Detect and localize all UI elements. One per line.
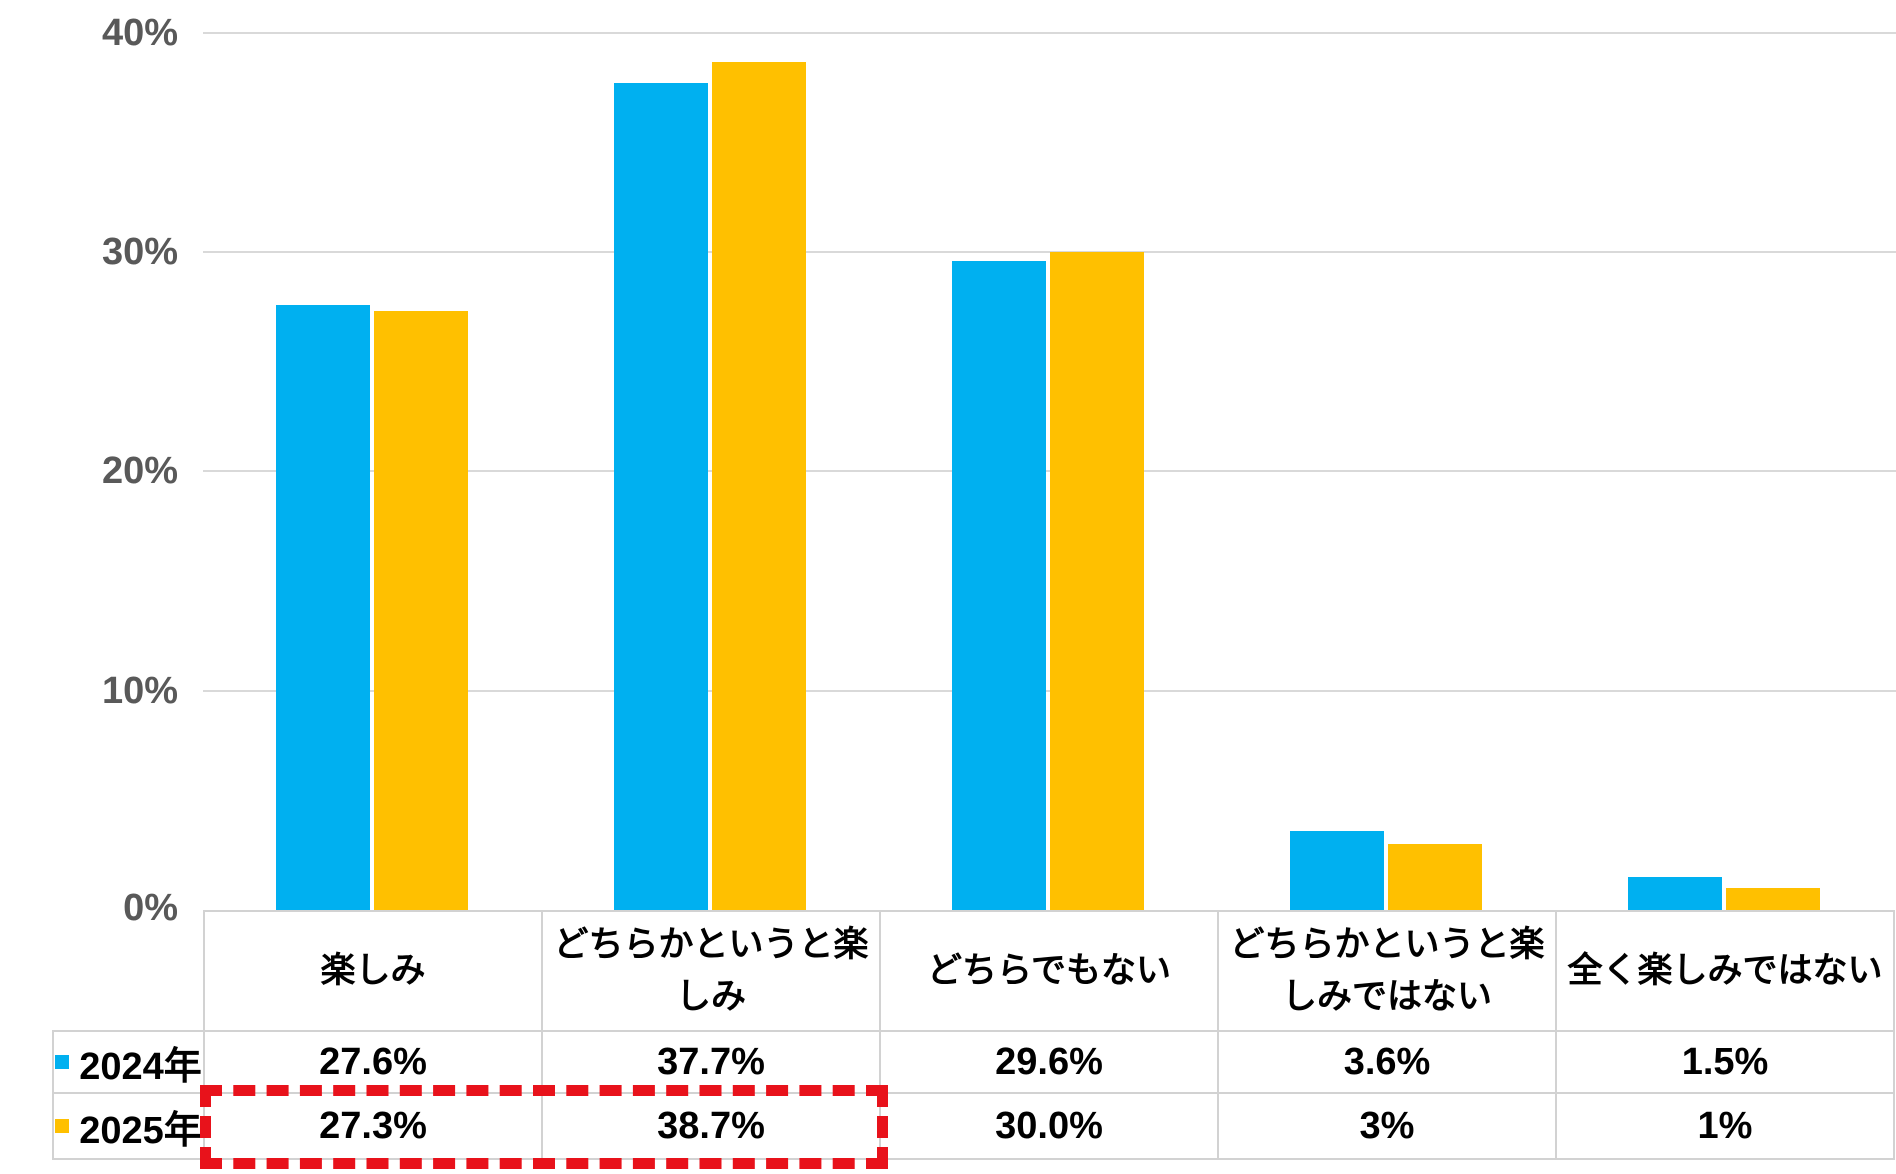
table-row-2024: 2024年 27.6% 37.7% 29.6% 3.6% 1.5% (52, 1030, 1895, 1094)
header-cell-tanoshimi: 楽しみ (203, 910, 543, 1032)
header-cell-mattaku-tanoshimi-dewanai: 全く楽しみではない (1555, 910, 1895, 1032)
header-cell-dochiraka-tanoshimi: どちらかというと楽しみ (541, 910, 881, 1032)
y-axis-tick-20: 20% (101, 450, 178, 492)
category-slot-1 (203, 33, 541, 910)
y-axis-tick-10: 10% (101, 670, 178, 712)
table-header-row: 楽しみ どちらかというと楽しみ どちらでもない どちらかというと楽しみではない … (53, 910, 1895, 1032)
legend-swatch-2024 (55, 1055, 70, 1069)
plot-area (203, 33, 1893, 910)
y-axis-tick-40: 40% (101, 12, 178, 54)
row-label-cell-2025: 2025年 (52, 1092, 205, 1160)
bar-2025-dochiraka-tanoshimi-dewanai (1388, 844, 1482, 910)
category-slot-3 (879, 33, 1217, 910)
gridline-20pct (203, 470, 1896, 472)
header-cell-dochiraka-tanoshimi-dewanai: どちらかというと楽しみではない (1217, 910, 1557, 1032)
value-cell-2024-dochiraka-tanoshimi: 37.7% (541, 1030, 881, 1094)
category-slot-2 (541, 33, 879, 910)
bar-2024-dochiraka-tanoshimi-dewanai (1290, 831, 1384, 910)
gridline-30pct (203, 251, 1896, 253)
row-label-2024: 2024年 (79, 1045, 202, 1088)
value-cell-2024-tanoshimi: 27.6% (203, 1030, 543, 1094)
value-cell-2025-mattaku-tanoshimi-dewanai: 1% (1555, 1092, 1895, 1160)
value-cell-2024-dochirademonai: 29.6% (879, 1030, 1219, 1094)
bar-2024-dochirademonai (952, 261, 1046, 910)
bar-2025-mattaku-tanoshimi-dewanai (1726, 888, 1820, 910)
value-cell-2024-mattaku-tanoshimi-dewanai: 1.5% (1555, 1030, 1895, 1094)
table-corner-cell (53, 911, 204, 1031)
bar-2025-dochirademonai (1050, 252, 1144, 910)
bar-2025-tanoshimi (374, 311, 468, 910)
y-axis-tick-30: 30% (101, 231, 178, 273)
legend-swatch-2025 (55, 1119, 70, 1133)
category-slot-4 (1217, 33, 1555, 910)
row-label-2025: 2025年 (79, 1109, 202, 1152)
bar-2025-dochiraka-tanoshimi (712, 61, 806, 910)
y-axis-tick-0: 0% (123, 887, 178, 929)
value-cell-2025-tanoshimi: 27.3% (203, 1092, 543, 1160)
gridline-40pct (203, 32, 1896, 34)
value-cell-2025-dochiraka-tanoshimi: 38.7% (541, 1092, 881, 1160)
value-cell-2024-dochiraka-tanoshimi-dewanai: 3.6% (1217, 1030, 1557, 1094)
header-cell-dochirademonai: どちらでもない (879, 910, 1219, 1032)
category-slot-5 (1555, 33, 1893, 910)
data-table: 楽しみ どちらかというと楽しみ どちらでもない どちらかというと楽しみではない … (52, 910, 1895, 1160)
bar-2024-tanoshimi (276, 304, 370, 910)
bar-2024-mattaku-tanoshimi-dewanai (1628, 877, 1722, 910)
row-label-cell-2024: 2024年 (52, 1030, 205, 1094)
value-cell-2025-dochiraka-tanoshimi-dewanai: 3% (1217, 1092, 1557, 1160)
bar-2024-dochiraka-tanoshimi (614, 83, 708, 910)
table-row-2025: 2025年 27.3% 38.7% 30.0% 3% 1% (52, 1092, 1895, 1160)
value-cell-2025-dochirademonai: 30.0% (879, 1092, 1219, 1160)
gridline-10pct (203, 690, 1896, 692)
